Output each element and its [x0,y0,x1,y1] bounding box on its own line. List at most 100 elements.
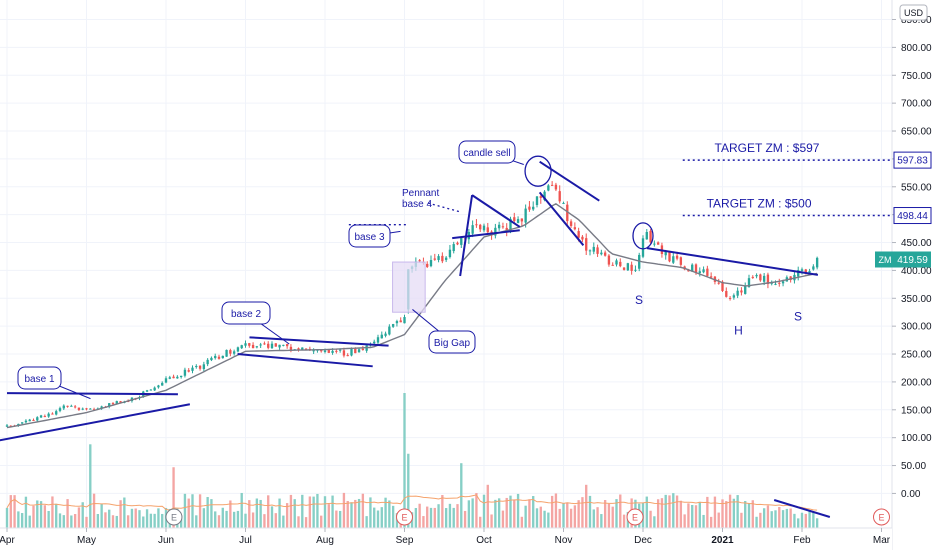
volume-bar [660,498,664,528]
candle-body [376,337,380,343]
volume-bar [282,515,285,528]
volume-bar [361,493,365,528]
candle-body [172,376,175,379]
candle-body [547,185,550,191]
volume-bar [304,517,308,528]
volume-bar [24,496,28,528]
candle-body [815,257,819,268]
volume-bar [391,505,395,528]
candle-body [58,408,62,411]
volume-bar [532,496,535,528]
volume-bar [13,495,16,528]
callout-label: Big Gap [434,338,471,349]
candle-body [225,349,228,357]
candle-body [441,255,444,262]
volume-bar [96,514,100,528]
volume-bar [191,494,194,528]
last-price-text: 419.59 [897,255,928,266]
volume-bar [490,514,493,528]
candle-body [573,227,577,230]
spike-circle [632,222,654,250]
candle-body [418,260,421,262]
currency-box [899,4,928,21]
time-tick-label: Nov [555,535,573,546]
volume-bar [524,505,527,528]
volume-bar [759,512,762,528]
candle-body [92,409,96,411]
callout-box [458,140,516,164]
candle-body [270,343,274,349]
volume-bar [672,493,675,528]
candle-body [588,250,592,252]
candle-body [153,387,156,391]
volume-bar [263,514,266,528]
volume-bar [323,496,327,528]
candle-body [554,184,558,190]
volume-bar [119,500,122,528]
candle-body [607,255,611,265]
price-tick-label: 550.00 [901,182,932,193]
volume-trendline [773,499,831,518]
candle-body [509,218,512,231]
volume-bar [47,511,50,528]
volume-bar [327,504,330,528]
volume-bar [255,498,259,528]
volume-bar [380,507,383,528]
volume-bar [66,499,69,528]
volume-bar [463,510,467,528]
candle-body [520,218,524,222]
volume-bar [569,508,573,528]
volume-bar [448,503,452,528]
candle-body [115,401,118,404]
candle-body [638,254,641,269]
volume-bar [248,500,251,528]
candle-body [51,413,54,415]
candle-body [471,225,474,234]
candle-body [516,219,520,223]
candle-body [482,225,486,231]
candle-body [611,264,614,266]
volume-bar [479,516,482,528]
price-tick-label: 100.00 [901,433,932,444]
volume-bar [800,512,804,528]
candle-body [62,405,65,409]
price-tick-label: 650.00 [901,127,932,138]
volume-bar [494,499,497,528]
candle-body [770,282,773,284]
candle-body [634,269,637,271]
candle-body [615,260,618,265]
candle-body [331,350,334,353]
candle-body [501,226,505,228]
pennant-pointer [427,202,461,213]
candle-body [592,246,595,252]
volume-bar [55,503,58,528]
pennant-label: Pennant [402,188,439,199]
volume-bar [108,509,111,528]
pattern-letter-s: S [794,310,802,324]
volume-bar [259,499,262,528]
volume-bar [668,495,671,528]
volume-bar [456,504,459,528]
volume-bar [429,507,433,528]
volume-bar [338,510,342,528]
volume-bar [452,507,455,528]
volume-bar [664,494,667,528]
time-tick-label: Feb [793,535,811,546]
volume-moving-average [6,494,818,511]
volume-bar [73,514,77,528]
time-tick-label: May [77,535,96,546]
candle-body [221,355,224,359]
volume-bar [437,504,440,528]
candle-body [47,413,50,417]
volume-bar [675,495,679,528]
volume-bar [81,502,84,528]
target-label: TARGET ZM : $500 [707,197,812,211]
symbol-label [875,251,895,268]
candle-body [486,227,489,233]
volume-bar [762,508,766,528]
volume-bar [251,512,255,528]
candle-body [39,415,43,418]
pattern-letter-h: H [734,324,743,338]
